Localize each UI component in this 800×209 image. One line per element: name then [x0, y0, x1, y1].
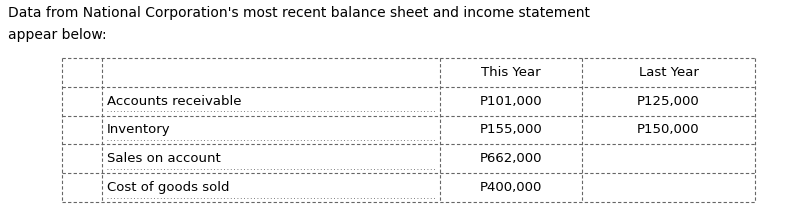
Text: appear below:: appear below:	[8, 28, 106, 42]
Text: Sales on account: Sales on account	[107, 152, 221, 165]
Text: P155,000: P155,000	[480, 124, 542, 136]
Text: P662,000: P662,000	[480, 152, 542, 165]
Text: Cost of goods sold: Cost of goods sold	[107, 181, 230, 194]
Text: This Year: This Year	[481, 66, 541, 79]
Text: Inventory: Inventory	[107, 124, 170, 136]
Text: Accounts receivable: Accounts receivable	[107, 95, 242, 108]
Text: Last Year: Last Year	[638, 66, 698, 79]
Text: P150,000: P150,000	[637, 124, 700, 136]
Text: Data from National Corporation's most recent balance sheet and income statement: Data from National Corporation's most re…	[8, 6, 590, 20]
Text: P400,000: P400,000	[480, 181, 542, 194]
Text: P101,000: P101,000	[480, 95, 542, 108]
Text: P125,000: P125,000	[637, 95, 700, 108]
